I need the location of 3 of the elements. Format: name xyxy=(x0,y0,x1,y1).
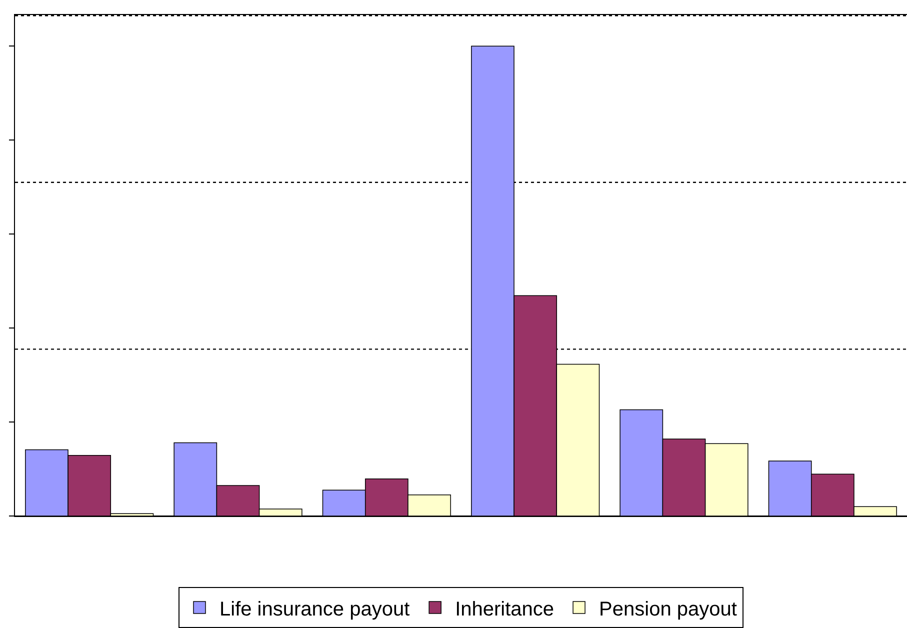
legend-label: Life insurance payout xyxy=(220,598,410,620)
legend-label: Pension payout xyxy=(599,598,738,620)
legend-label: Inheritance xyxy=(455,598,554,620)
